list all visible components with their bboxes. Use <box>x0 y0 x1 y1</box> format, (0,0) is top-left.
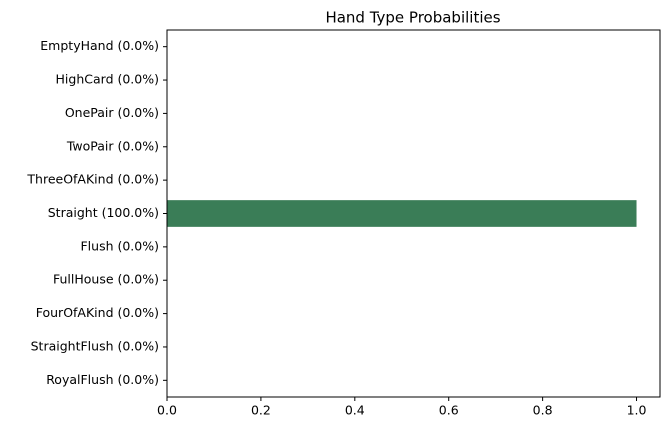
y-tick-label: StraightFlush (0.0%) <box>31 338 159 353</box>
x-tick-label: 0.2 <box>251 403 271 418</box>
y-tick-label: Flush (0.0%) <box>80 238 159 253</box>
y-tick-label: OnePair (0.0%) <box>65 105 159 120</box>
x-tick-label: 0.4 <box>345 403 365 418</box>
bar <box>167 200 637 227</box>
x-tick-label: 0.6 <box>439 403 459 418</box>
x-tick-label: 0.8 <box>533 403 553 418</box>
x-tick-label: 1.0 <box>627 403 647 418</box>
y-tick-label: ThreeOfAKind (0.0%) <box>26 172 159 187</box>
y-tick-label: FourOfAKind (0.0%) <box>36 305 159 320</box>
chart-title: Hand Type Probabilities <box>325 9 500 27</box>
y-tick-label: EmptyHand (0.0%) <box>40 38 159 53</box>
y-tick-label: HighCard (0.0%) <box>56 72 159 87</box>
plot-frame <box>166 29 661 398</box>
y-tick-label: FullHouse (0.0%) <box>53 272 159 287</box>
y-tick-label: TwoPair (0.0%) <box>66 138 159 153</box>
x-tick-label: 0.0 <box>157 403 177 418</box>
y-tick-label: RoyalFlush (0.0%) <box>46 372 159 387</box>
y-tick-label: Straight (100.0%) <box>48 205 159 220</box>
